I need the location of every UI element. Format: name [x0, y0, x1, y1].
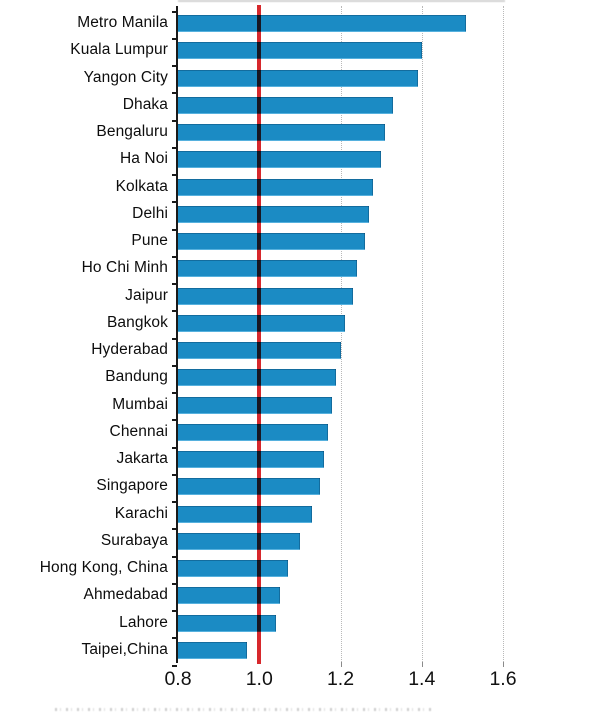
gridline: [421, 6, 423, 662]
bar: [178, 69, 418, 87]
category-label: Jaipur: [125, 286, 168, 304]
category-label: Ahmedabad: [83, 586, 168, 604]
category-label: Jakarta: [116, 450, 168, 468]
bar: [178, 205, 369, 223]
y-axis-tick: [172, 582, 177, 585]
y-axis-tick: [172, 610, 177, 613]
category-label: Pune: [131, 232, 168, 250]
category-label: Bandung: [105, 368, 168, 386]
y-axis-tick: [172, 255, 177, 258]
bar: [178, 151, 382, 169]
bar: [178, 396, 333, 414]
bar: [178, 614, 276, 632]
bar: [178, 423, 329, 441]
bar: [178, 42, 422, 60]
y-axis-tick: [172, 119, 177, 122]
y-axis-tick: [172, 637, 177, 640]
y-axis-tick: [172, 92, 177, 95]
y-axis-tick: [172, 37, 177, 40]
y-axis-tick: [172, 337, 177, 340]
bar: [178, 505, 313, 523]
bar: [178, 260, 357, 278]
category-label: Hong Kong, China: [39, 559, 168, 577]
category-label: Kuala Lumpur: [70, 41, 168, 59]
y-axis-line: [176, 6, 178, 663]
y-axis-tick: [172, 228, 177, 231]
category-label: Kolkata: [115, 177, 168, 195]
category-label: Bangkok: [106, 313, 168, 331]
reference-line-1.0: [257, 5, 262, 664]
bar: [178, 587, 280, 605]
category-label: Delhi: [132, 204, 168, 222]
category-label: Metro Manila: [77, 14, 168, 31]
x-axis-tick: [421, 662, 423, 667]
y-axis-tick: [172, 392, 177, 395]
y-axis-tick: [172, 501, 177, 504]
y-axis-tick: [172, 146, 177, 149]
bar: [178, 287, 353, 305]
category-label: Yangon City: [83, 68, 168, 86]
y-axis-tick: [172, 174, 177, 177]
category-label: Hyderabad: [91, 341, 168, 359]
y-axis-tick: [172, 65, 177, 68]
category-label: Surabaya: [100, 531, 168, 549]
category-label: Taipei,China: [81, 640, 168, 658]
category-label: Dhaka: [122, 95, 168, 113]
x-tick-label: 0.8: [164, 668, 192, 690]
bar: [178, 560, 288, 578]
bar: [178, 178, 373, 196]
bar: [178, 15, 467, 32]
bar: [178, 641, 248, 659]
gridline: [340, 6, 342, 662]
category-label: Singapore: [96, 477, 168, 495]
bar: [178, 532, 300, 550]
y-axis-tick: [172, 473, 177, 476]
y-axis-tick: [172, 10, 177, 13]
category-label: Ho Chi Minh: [81, 259, 168, 277]
category-label: Chennai: [109, 422, 168, 440]
x-tick-label: 1.4: [408, 668, 436, 690]
category-label: Lahore: [119, 613, 168, 631]
bar: [178, 451, 325, 469]
gridline: [503, 6, 504, 662]
bar: [178, 478, 321, 496]
bar: [178, 369, 337, 387]
y-axis-tick: [172, 528, 177, 531]
x-axis-tick: [340, 662, 342, 667]
cropped-top-element-sliver: [178, 0, 505, 2]
bar: [178, 314, 345, 332]
y-axis-tick: [172, 201, 177, 204]
category-label: Mumbai: [112, 395, 168, 413]
x-tick-label: 1.0: [245, 668, 273, 690]
category-label: Karachi: [114, 504, 168, 522]
y-axis-tick: [172, 555, 177, 558]
bar: [178, 124, 386, 142]
x-tick-label: 1.2: [326, 668, 355, 690]
y-axis-tick: [172, 364, 177, 367]
y-axis-tick: [172, 283, 177, 286]
bar: [178, 96, 394, 114]
x-axis-tick: [503, 662, 504, 667]
y-axis-tick: [172, 446, 177, 449]
category-label: Ha Noi: [120, 150, 168, 168]
category-label: Bengaluru: [96, 123, 168, 141]
y-axis-tick: [172, 664, 177, 667]
x-tick-label: 1.6: [489, 668, 517, 690]
y-axis-tick: [172, 310, 177, 313]
bar: [178, 233, 365, 251]
cropped-note-text-sliver: [55, 708, 433, 711]
y-axis-tick: [172, 419, 177, 422]
